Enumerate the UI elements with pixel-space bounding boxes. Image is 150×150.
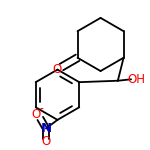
Text: N: N [40,122,52,135]
Text: O: O [41,135,51,148]
Text: -: - [40,105,43,114]
Text: OH: OH [128,73,146,86]
Text: O: O [52,63,62,76]
Text: O: O [31,108,40,121]
